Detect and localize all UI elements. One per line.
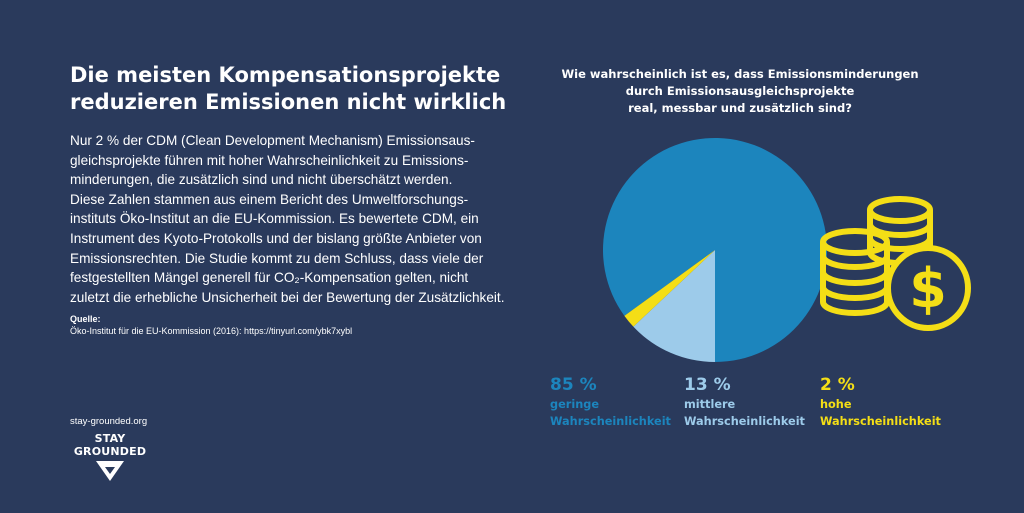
headline-line: reduzieren Emissionen nicht wirklich [70,90,507,114]
chart-title-line: real, messbar und zusätzlich sind? [628,101,852,115]
logo-line: STAY [94,432,126,445]
body-line: Diese Zahlen stammen aus einem Bericht d… [70,191,469,207]
legend-label-line: Wahrscheinlichkeit [820,415,941,428]
body-line: zuletzt die erhebliche Unsicherheit bei … [70,289,505,305]
logo-text: STAY GROUNDED [70,432,150,458]
legend-mittlere: 13 % mittlere Wahrscheinlichkeit [684,374,805,430]
pie-chart [603,138,828,362]
body-line: Instrument des Kyoto-Protokolls und der … [70,230,482,246]
logo-line: GROUNDED [73,445,147,458]
legend-label: geringe Wahrscheinlichkeit [550,396,671,430]
legend-label: hohe Wahrscheinlichkeit [820,396,941,430]
legend-label-line: hohe [820,398,852,411]
svg-text:$: $ [909,257,947,320]
headline-line: Die meisten Kompensationsprojekte [70,63,501,87]
body-line: gleichsprojekte führen mit hoher Wahrsch… [70,152,469,168]
source-text: Öko-Institut für die EU-Kommission (2016… [70,326,353,336]
legend-value: 13 % [684,375,731,395]
chart-title-line: Wie wahrscheinlich ist es, dass Emission… [561,67,919,81]
body-line: festgestellten Mängel generell für CO₂-K… [70,270,469,286]
legend-geringe: 85 % geringe Wahrscheinlichkeit [550,374,671,430]
legend-label-line: Wahrscheinlichkeit [550,415,671,428]
down-chevron-icon [96,461,124,481]
legend-label: mittlere Wahrscheinlichkeit [684,396,805,430]
pie-slice-geringe [603,138,828,362]
body-text: Nur 2 % der CDM (Clean Development Mecha… [70,131,510,307]
body-line: Nur 2 % der CDM (Clean Development Mecha… [70,133,475,148]
body-line: minderungen, die zusätzlich sind und nic… [70,172,453,188]
legend-value: 2 % [820,375,855,395]
pie-slice-mittlere [633,250,715,362]
stay-grounded-logo: STAY GROUNDED [70,432,150,482]
body-line: Emissionsrechten. Die Studie kommt zu de… [70,250,484,266]
chart-title-line: durch Emissionsausgleichsprojekte [625,84,855,98]
chart-title: Wie wahrscheinlich ist es, dass Emission… [535,66,945,117]
legend-label-line: geringe [550,398,599,411]
pie-slice-hohe [624,250,715,327]
legend-value: 85 % [550,375,597,395]
legend-label-line: mittlere [684,398,736,411]
legend-label-line: Wahrscheinlichkeit [684,415,805,428]
legend-hohe: 2 % hohe Wahrscheinlichkeit [820,374,941,430]
site-url[interactable]: stay-grounded.org [70,416,148,427]
coins-dollar-icon: $ [820,196,971,331]
body-line: instituts Öko-Institut an die EU-Kommiss… [70,211,479,227]
headline: Die meisten Kompensationsprojekte reduzi… [70,62,530,116]
source-label: Quelle: [70,314,101,324]
